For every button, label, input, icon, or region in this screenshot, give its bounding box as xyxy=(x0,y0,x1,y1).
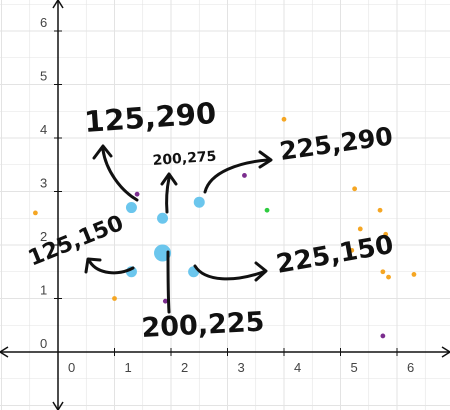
y-tick-label: 0 xyxy=(40,336,47,351)
annotation-label: 225,290 xyxy=(278,121,395,166)
background-point xyxy=(264,207,270,213)
background-points xyxy=(33,116,417,339)
background-point xyxy=(383,231,389,237)
background-point xyxy=(352,186,358,192)
highlighted-point xyxy=(193,196,205,208)
background-point xyxy=(281,116,287,122)
x-tick-label: 6 xyxy=(407,360,414,375)
background-point xyxy=(357,226,363,232)
annotation-label: 200,275 xyxy=(152,149,217,169)
arrow-to-225-150 xyxy=(193,264,265,281)
background-point xyxy=(349,247,355,253)
background-point xyxy=(380,333,386,339)
annotation-label: 125,290 xyxy=(83,96,217,139)
x-tick-label: 5 xyxy=(351,360,358,375)
background-point xyxy=(377,207,383,213)
annotation-label: 125,150 xyxy=(25,211,127,272)
arrow-to-200-225 xyxy=(166,250,171,314)
background-point xyxy=(112,296,117,301)
arrow-to-125-290-head xyxy=(92,144,113,160)
handwritten-arrows xyxy=(84,144,273,314)
annotation-label: 225,150 xyxy=(274,230,396,280)
arrow-to-225-290 xyxy=(203,158,270,194)
background-point xyxy=(380,269,386,275)
background-point xyxy=(134,191,140,197)
background-point xyxy=(242,173,247,178)
annotation-label: 200,225 xyxy=(141,307,265,344)
arrow-to-125-290 xyxy=(101,148,139,202)
arrow-to-225-290-head xyxy=(258,150,273,169)
y-tick-label: 3 xyxy=(40,176,47,191)
x-axis-arrow xyxy=(0,346,9,358)
arrow-to-125-150 xyxy=(88,260,135,275)
background-point xyxy=(162,298,168,304)
y-axis-arrow xyxy=(52,0,64,9)
x-tick-label: 0 xyxy=(68,360,75,375)
arrow-to-125-150-head xyxy=(84,257,102,274)
x-tick-label: 2 xyxy=(181,360,188,375)
x-tick-label: 1 xyxy=(125,360,132,375)
highlighted-point xyxy=(125,202,137,214)
x-tick-label: 3 xyxy=(238,360,245,375)
arrow-to-200-275-head xyxy=(160,172,178,186)
tick-labels: 0 1 2 3 4 5 6 0 1 2 3 4 5 6 xyxy=(40,15,414,375)
background-point xyxy=(33,210,38,216)
y-axis-arrow xyxy=(52,401,64,410)
y-tick-label: 2 xyxy=(40,229,47,244)
x-tick-label: 4 xyxy=(294,360,301,375)
y-tick-label: 4 xyxy=(40,122,47,137)
background-point xyxy=(411,272,417,277)
y-tick-label: 6 xyxy=(40,15,47,30)
x-axis-arrow xyxy=(441,346,450,358)
y-tick-label: 1 xyxy=(40,283,47,298)
y-tick-label: 5 xyxy=(40,69,47,84)
highlighted-point xyxy=(157,212,169,224)
arrow-to-200-275 xyxy=(165,176,171,214)
background-point xyxy=(386,274,391,280)
arrow-to-225-150-head xyxy=(254,261,268,282)
